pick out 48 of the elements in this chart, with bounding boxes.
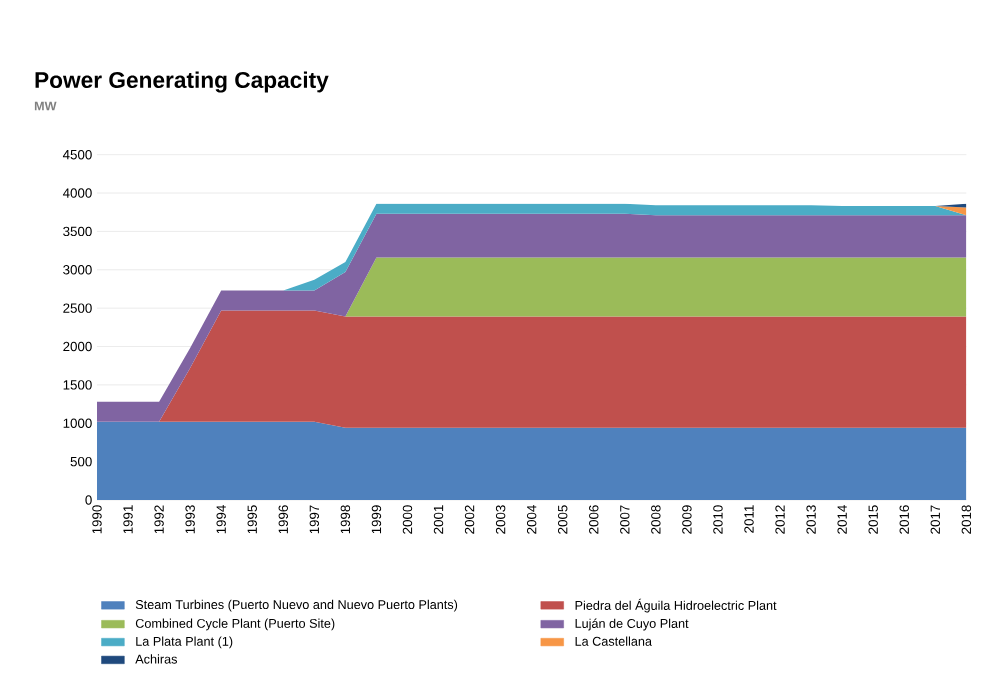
x-tick-label: 2001 — [433, 505, 444, 534]
x-tick-label: 1997 — [309, 505, 320, 534]
legend-label: Combined Cycle Plant (Puerto Site) — [135, 618, 335, 631]
x-tick-label: 2015 — [868, 505, 878, 534]
legend-label: Steam Turbines (Puerto Nuevo and Nuevo Puerto Plants) — [135, 599, 458, 612]
y-tick-label: 2000 — [63, 341, 92, 352]
y-tick-label: 0 — [85, 495, 92, 505]
y-tick-label: 1500 — [63, 380, 92, 390]
x-tick-label: 2014 — [837, 505, 847, 534]
y-tick-label: 500 — [70, 456, 92, 467]
x-tick-label: 2017 — [930, 505, 941, 534]
legend-label: Achiras — [135, 654, 177, 664]
y-tick-label: 1000 — [63, 418, 92, 428]
x-tick-label: 1996 — [278, 505, 288, 534]
x-tick-label: 2010 — [713, 505, 723, 534]
x-tick-label: 2003 — [495, 505, 506, 534]
x-tick-label: 2016 — [899, 505, 909, 534]
legend-label: Piedra del Águila Hidroelectric Plant — [575, 598, 777, 613]
x-tick-label: 2011 — [744, 505, 754, 533]
x-tick-label: 2002 — [464, 505, 475, 534]
x-tick-label: 1999 — [371, 505, 382, 534]
x-tick-label: 2004 — [526, 505, 537, 534]
x-tick-label: 2005 — [558, 505, 568, 534]
y-tick-label: 3000 — [63, 265, 92, 275]
y-tick-label: 4500 — [62, 149, 92, 160]
x-tick-label: 1998 — [340, 505, 351, 534]
y-tick-label: 3500 — [63, 226, 92, 237]
x-tick-label: 2013 — [806, 505, 816, 534]
x-tick-label: 1994 — [216, 505, 226, 534]
legend-label: La Castellana — [575, 636, 652, 646]
y-tick-label: 4000 — [62, 188, 92, 198]
chart-title: Power Generating Capacity — [35, 71, 329, 93]
x-tick-label: 2006 — [589, 505, 599, 534]
x-tick-label: 2008 — [651, 505, 661, 534]
legend-label: Luján de Cuyo Plant — [575, 618, 689, 631]
x-tick-label: 1995 — [247, 505, 257, 534]
x-tick-label: 2007 — [620, 505, 630, 534]
y-tick-label: 2500 — [63, 303, 92, 313]
x-tick-label: 2009 — [682, 505, 692, 534]
x-tick-label: 1993 — [185, 505, 195, 534]
x-tick-label: 1991 — [123, 505, 133, 534]
chart-subtitle: MW — [34, 101, 57, 111]
x-tick-label: 2000 — [402, 505, 413, 534]
x-tick-label: 2012 — [775, 505, 785, 534]
x-tick-label: 1990 — [92, 505, 102, 534]
x-tick-label: 1992 — [154, 505, 164, 534]
legend-label: La Plata Plant (1) — [136, 636, 233, 649]
x-tick-label: 2018 — [961, 505, 972, 534]
